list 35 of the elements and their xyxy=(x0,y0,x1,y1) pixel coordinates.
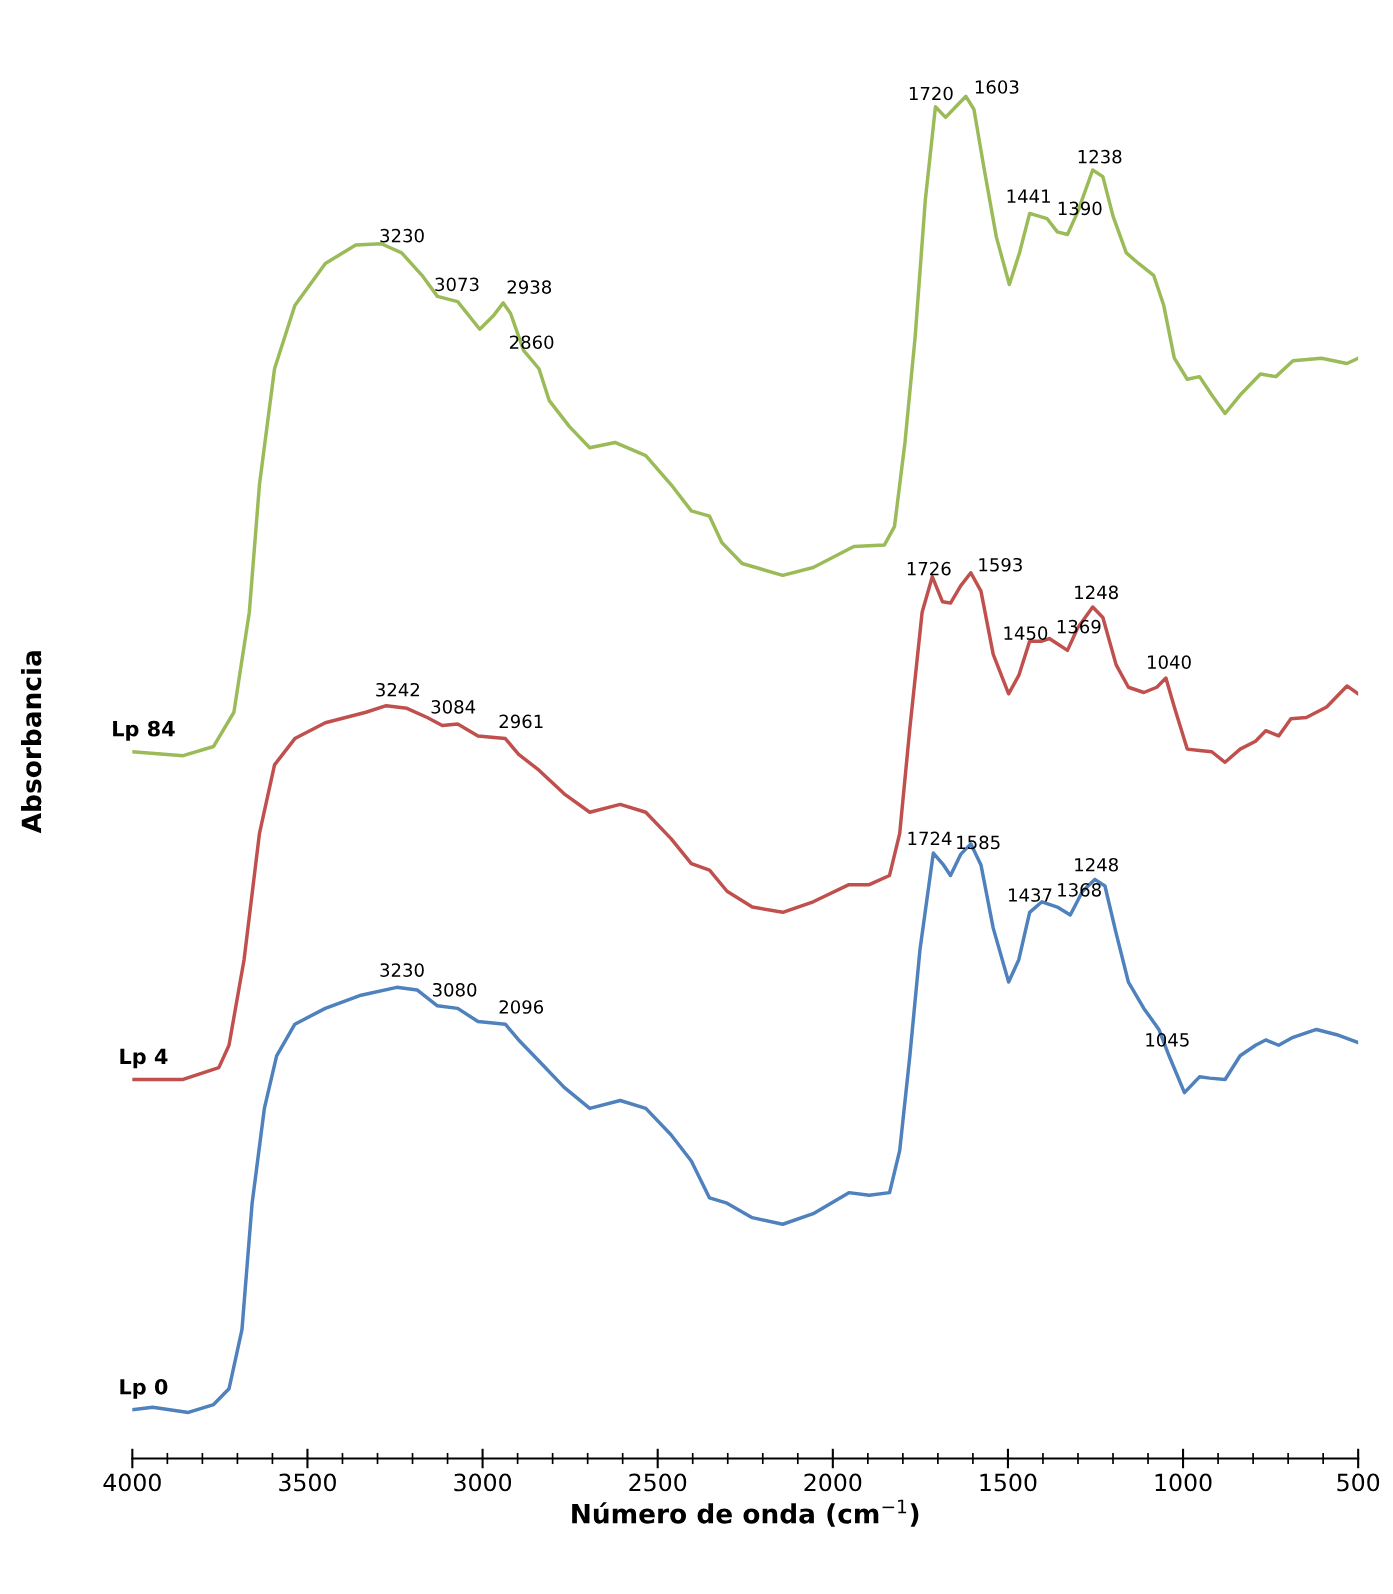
series-label: Lp 4 xyxy=(120,1048,168,1069)
annotation: 1585 xyxy=(957,835,1000,850)
y-axis-title: Absorbancia xyxy=(20,651,42,834)
annotation: 3080 xyxy=(432,982,477,997)
annotation: 1603 xyxy=(975,80,1019,94)
annotation: 2096 xyxy=(499,1000,544,1014)
annotation: 1724 xyxy=(908,831,952,846)
x-tick-label: 3000 xyxy=(454,1473,512,1492)
annotation: 2938 xyxy=(507,280,552,294)
x-tick-label: 1500 xyxy=(980,1473,1037,1492)
annotation: 1593 xyxy=(979,557,1022,572)
x-tick-label: 4000 xyxy=(103,1473,161,1492)
x-tick-label: 1000 xyxy=(1155,1473,1212,1492)
x-tick-label: 2500 xyxy=(629,1473,687,1492)
annotation: 1437 xyxy=(1009,888,1052,902)
annotation: 1248 xyxy=(1075,857,1118,872)
annotation: 3242 xyxy=(376,682,419,697)
annotation: 1720 xyxy=(909,86,953,101)
series-label: Lp 84 xyxy=(113,720,175,741)
annotation: 1238 xyxy=(1078,149,1122,164)
annotation: 3230 xyxy=(380,228,424,243)
annotation: 1726 xyxy=(907,561,951,576)
x-tick-label: 500 xyxy=(1337,1473,1380,1492)
annotation: 1441 xyxy=(1007,189,1050,203)
x-tick-label: 3500 xyxy=(279,1473,336,1492)
annotation: 1040 xyxy=(1148,655,1191,669)
x-tick-label: 2000 xyxy=(804,1473,862,1492)
annotation: 3084 xyxy=(431,700,476,714)
annotation: 3073 xyxy=(435,277,479,292)
series-label: Lp 0 xyxy=(120,1378,168,1399)
annotation: 2961 xyxy=(499,714,543,729)
annotation: 3230 xyxy=(380,963,424,977)
annotation: 1450 xyxy=(1004,626,1048,640)
annotation: 1248 xyxy=(1075,585,1118,600)
x-axis-title: Número de onda (cm$^{−1}$) xyxy=(572,1499,919,1527)
